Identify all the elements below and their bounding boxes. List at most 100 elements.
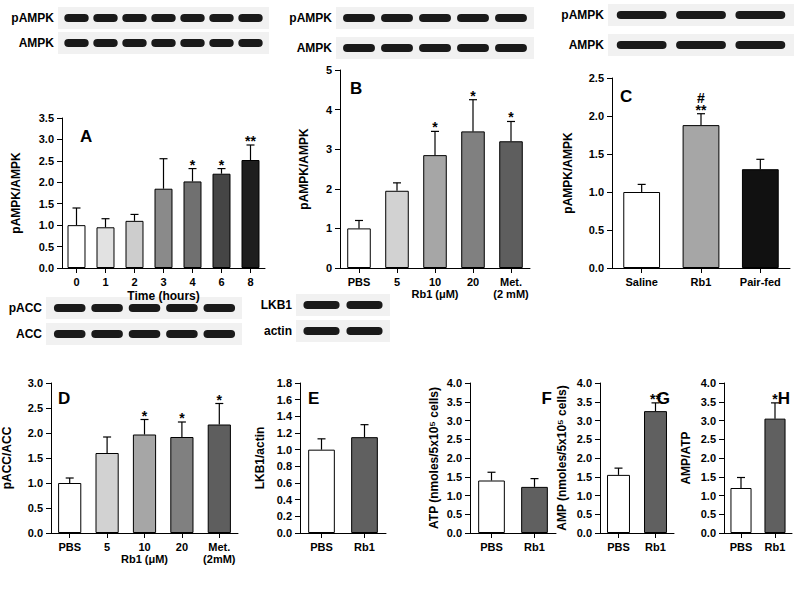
svg-text:3.5: 3.5 (577, 396, 592, 408)
svg-text:1.0: 1.0 (589, 186, 604, 198)
svg-text:3.5: 3.5 (447, 396, 462, 408)
svg-text:6: 6 (218, 276, 224, 288)
svg-text:5: 5 (326, 64, 332, 76)
svg-text:PBS: PBS (607, 541, 630, 553)
svg-text:LKB1/actin: LKB1/actin (253, 427, 267, 490)
svg-text:0.5: 0.5 (39, 241, 54, 253)
svg-text:2.0: 2.0 (447, 452, 462, 464)
svg-text:3: 3 (160, 276, 166, 288)
svg-text:1: 1 (102, 276, 108, 288)
svg-text:2.5: 2.5 (701, 433, 716, 445)
svg-text:3.0: 3.0 (28, 377, 43, 389)
svg-text:ATP (nmoles/5x10⁵ cells): ATP (nmoles/5x10⁵ cells) (427, 387, 441, 529)
svg-text:5: 5 (104, 541, 110, 553)
svg-text:1.5: 1.5 (577, 471, 592, 483)
svg-text:2.0: 2.0 (39, 176, 54, 188)
svg-text:0.5: 0.5 (447, 508, 462, 520)
svg-text:pACC/ACC: pACC/ACC (0, 426, 14, 489)
svg-text:*: * (219, 157, 225, 173)
svg-text:0.5: 0.5 (589, 224, 604, 236)
svg-text:PBS: PBS (310, 541, 333, 553)
svg-text:Rb1: Rb1 (691, 276, 712, 288)
svg-text:AMPK: AMPK (569, 38, 605, 52)
svg-text:pAMPK: pAMPK (11, 11, 54, 25)
svg-text:F: F (542, 389, 552, 408)
svg-text:Rb1: Rb1 (645, 541, 666, 553)
svg-text:0: 0 (73, 276, 79, 288)
svg-text:0.4: 0.4 (277, 494, 293, 506)
svg-text:PBS: PBS (730, 541, 753, 553)
svg-text:PBS: PBS (480, 541, 503, 553)
svg-text:AMP/ATP: AMP/ATP (679, 431, 693, 484)
svg-text:3.0: 3.0 (447, 415, 462, 427)
svg-text:Met.: Met. (500, 276, 522, 288)
svg-text:20: 20 (467, 276, 479, 288)
svg-text:0: 0 (326, 262, 332, 274)
svg-text:1.0: 1.0 (447, 490, 462, 502)
svg-text:D: D (58, 389, 70, 408)
svg-text:4.0: 4.0 (701, 377, 716, 389)
svg-text:0.2: 0.2 (277, 510, 292, 522)
svg-text:Rb1: Rb1 (765, 541, 786, 553)
svg-text:2.0: 2.0 (28, 427, 43, 439)
svg-text:AMPK: AMPK (297, 41, 333, 55)
svg-text:20: 20 (176, 541, 188, 553)
svg-text:1.0: 1.0 (28, 477, 43, 489)
svg-text:**: ** (696, 102, 707, 118)
svg-text:1.5: 1.5 (589, 148, 604, 160)
svg-text:PBS: PBS (58, 541, 81, 553)
svg-text:0.8: 0.8 (277, 460, 292, 472)
svg-text:1.2: 1.2 (277, 427, 292, 439)
svg-text:4: 4 (189, 276, 196, 288)
svg-text:**: ** (245, 133, 256, 149)
svg-text:pAMPK/AMPK: pAMPK/AMPK (561, 132, 575, 214)
svg-text:*: * (142, 408, 148, 424)
svg-text:1.5: 1.5 (701, 471, 716, 483)
svg-text:4.0: 4.0 (447, 377, 462, 389)
svg-text:2.5: 2.5 (589, 72, 604, 84)
svg-text:AMPK: AMPK (19, 36, 55, 50)
svg-text:pAMPK: pAMPK (561, 8, 604, 22)
svg-text:0.0: 0.0 (577, 527, 592, 539)
svg-text:3: 3 (326, 143, 332, 155)
svg-text:Rb1 (μM): Rb1 (μM) (121, 553, 168, 565)
svg-text:*: * (772, 391, 778, 407)
svg-text:*: * (508, 109, 514, 125)
svg-text:*: * (217, 392, 223, 408)
svg-text:1.5: 1.5 (39, 198, 54, 210)
svg-text:1.4: 1.4 (277, 410, 293, 422)
svg-text:pAMPK/AMPK: pAMPK/AMPK (297, 128, 311, 210)
svg-text:(2mM): (2mM) (203, 553, 236, 565)
svg-text:pAMPK/AMPK: pAMPK/AMPK (9, 152, 23, 234)
svg-text:0.0: 0.0 (277, 527, 292, 539)
svg-text:*: * (470, 88, 476, 104)
svg-text:1: 1 (326, 222, 332, 234)
svg-text:1.8: 1.8 (277, 377, 292, 389)
svg-text:10: 10 (138, 541, 150, 553)
svg-text:2: 2 (131, 276, 137, 288)
svg-text:3.0: 3.0 (39, 133, 54, 145)
svg-text:Saline: Saline (625, 276, 657, 288)
svg-text:Rb1: Rb1 (524, 541, 545, 553)
svg-text:A: A (80, 127, 92, 146)
svg-text:*: * (190, 157, 196, 173)
svg-text:Met.: Met. (208, 541, 230, 553)
svg-text:2.5: 2.5 (39, 155, 54, 167)
svg-text:0.0: 0.0 (447, 527, 462, 539)
svg-text:*: * (432, 119, 438, 135)
svg-text:AMP (nmoles/5x10⁵ cells): AMP (nmoles/5x10⁵ cells) (555, 385, 569, 530)
svg-text:3.0: 3.0 (577, 415, 592, 427)
svg-text:PBS: PBS (348, 276, 371, 288)
svg-text:0.5: 0.5 (577, 508, 592, 520)
svg-text:0.0: 0.0 (701, 527, 716, 539)
svg-text:4.0: 4.0 (577, 377, 592, 389)
svg-text:5: 5 (394, 276, 400, 288)
svg-text:ACC: ACC (16, 327, 42, 341)
svg-text:1.0: 1.0 (277, 444, 292, 456)
svg-text:(2 mM): (2 mM) (493, 288, 529, 300)
svg-text:0.6: 0.6 (277, 477, 292, 489)
svg-text:0.5: 0.5 (701, 508, 716, 520)
svg-text:*: * (179, 410, 185, 426)
svg-text:Pair-fed: Pair-fed (740, 276, 781, 288)
svg-text:10: 10 (429, 276, 441, 288)
